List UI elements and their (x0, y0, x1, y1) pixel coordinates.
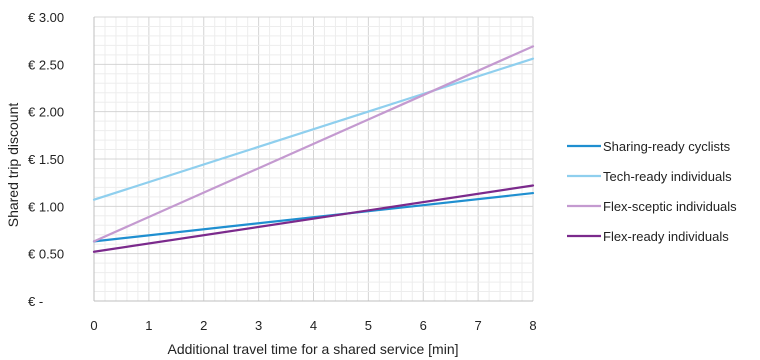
series-line-1 (92, 191, 535, 243)
x-tick-label: 7 (475, 318, 482, 333)
x-tick-label: 4 (310, 318, 317, 333)
y-axis-title: Shared trip discount (5, 103, 21, 228)
x-axis-title: Additional travel time for a shared serv… (167, 341, 458, 357)
series-line-3 (92, 45, 535, 243)
y-tick-label: € 2.00 (28, 105, 64, 120)
chart-series-lines (92, 45, 535, 253)
x-tick-label: 6 (420, 318, 427, 333)
chart-tick-labels: 0 1 2 3 4 5 6 7 8 € - € 0.50 € 1.00 € 1.50 € 2.00 € 2.… (28, 10, 537, 333)
legend-label: Flex-ready individuals (603, 229, 729, 244)
y-tick-label: € - (28, 294, 43, 309)
x-tick-label: 1 (145, 318, 152, 333)
chart-grid (93, 16, 534, 302)
y-tick-label: € 1.00 (28, 199, 64, 214)
legend-label: Sharing-ready cyclists (603, 139, 731, 154)
x-tick-label: 3 (255, 318, 262, 333)
x-tick-label: 8 (529, 318, 536, 333)
x-tick-label: 2 (200, 318, 207, 333)
x-tick-label: 5 (365, 318, 372, 333)
y-tick-label: € 3.00 (28, 10, 64, 25)
chart-legend: Sharing-ready cyclists Tech-ready individ… (567, 139, 737, 244)
series-line-2 (92, 57, 535, 201)
y-tick-label: € 1.50 (28, 152, 64, 167)
y-tick-label: € 0.50 (28, 247, 64, 262)
legend-label: Tech-ready individuals (603, 169, 732, 184)
chart-axes (93, 17, 533, 302)
y-tick-label: € 2.50 (28, 57, 64, 72)
x-tick-label: 0 (90, 318, 97, 333)
legend-label: Flex-sceptic individuals (603, 199, 737, 214)
series-line-4 (92, 184, 535, 253)
